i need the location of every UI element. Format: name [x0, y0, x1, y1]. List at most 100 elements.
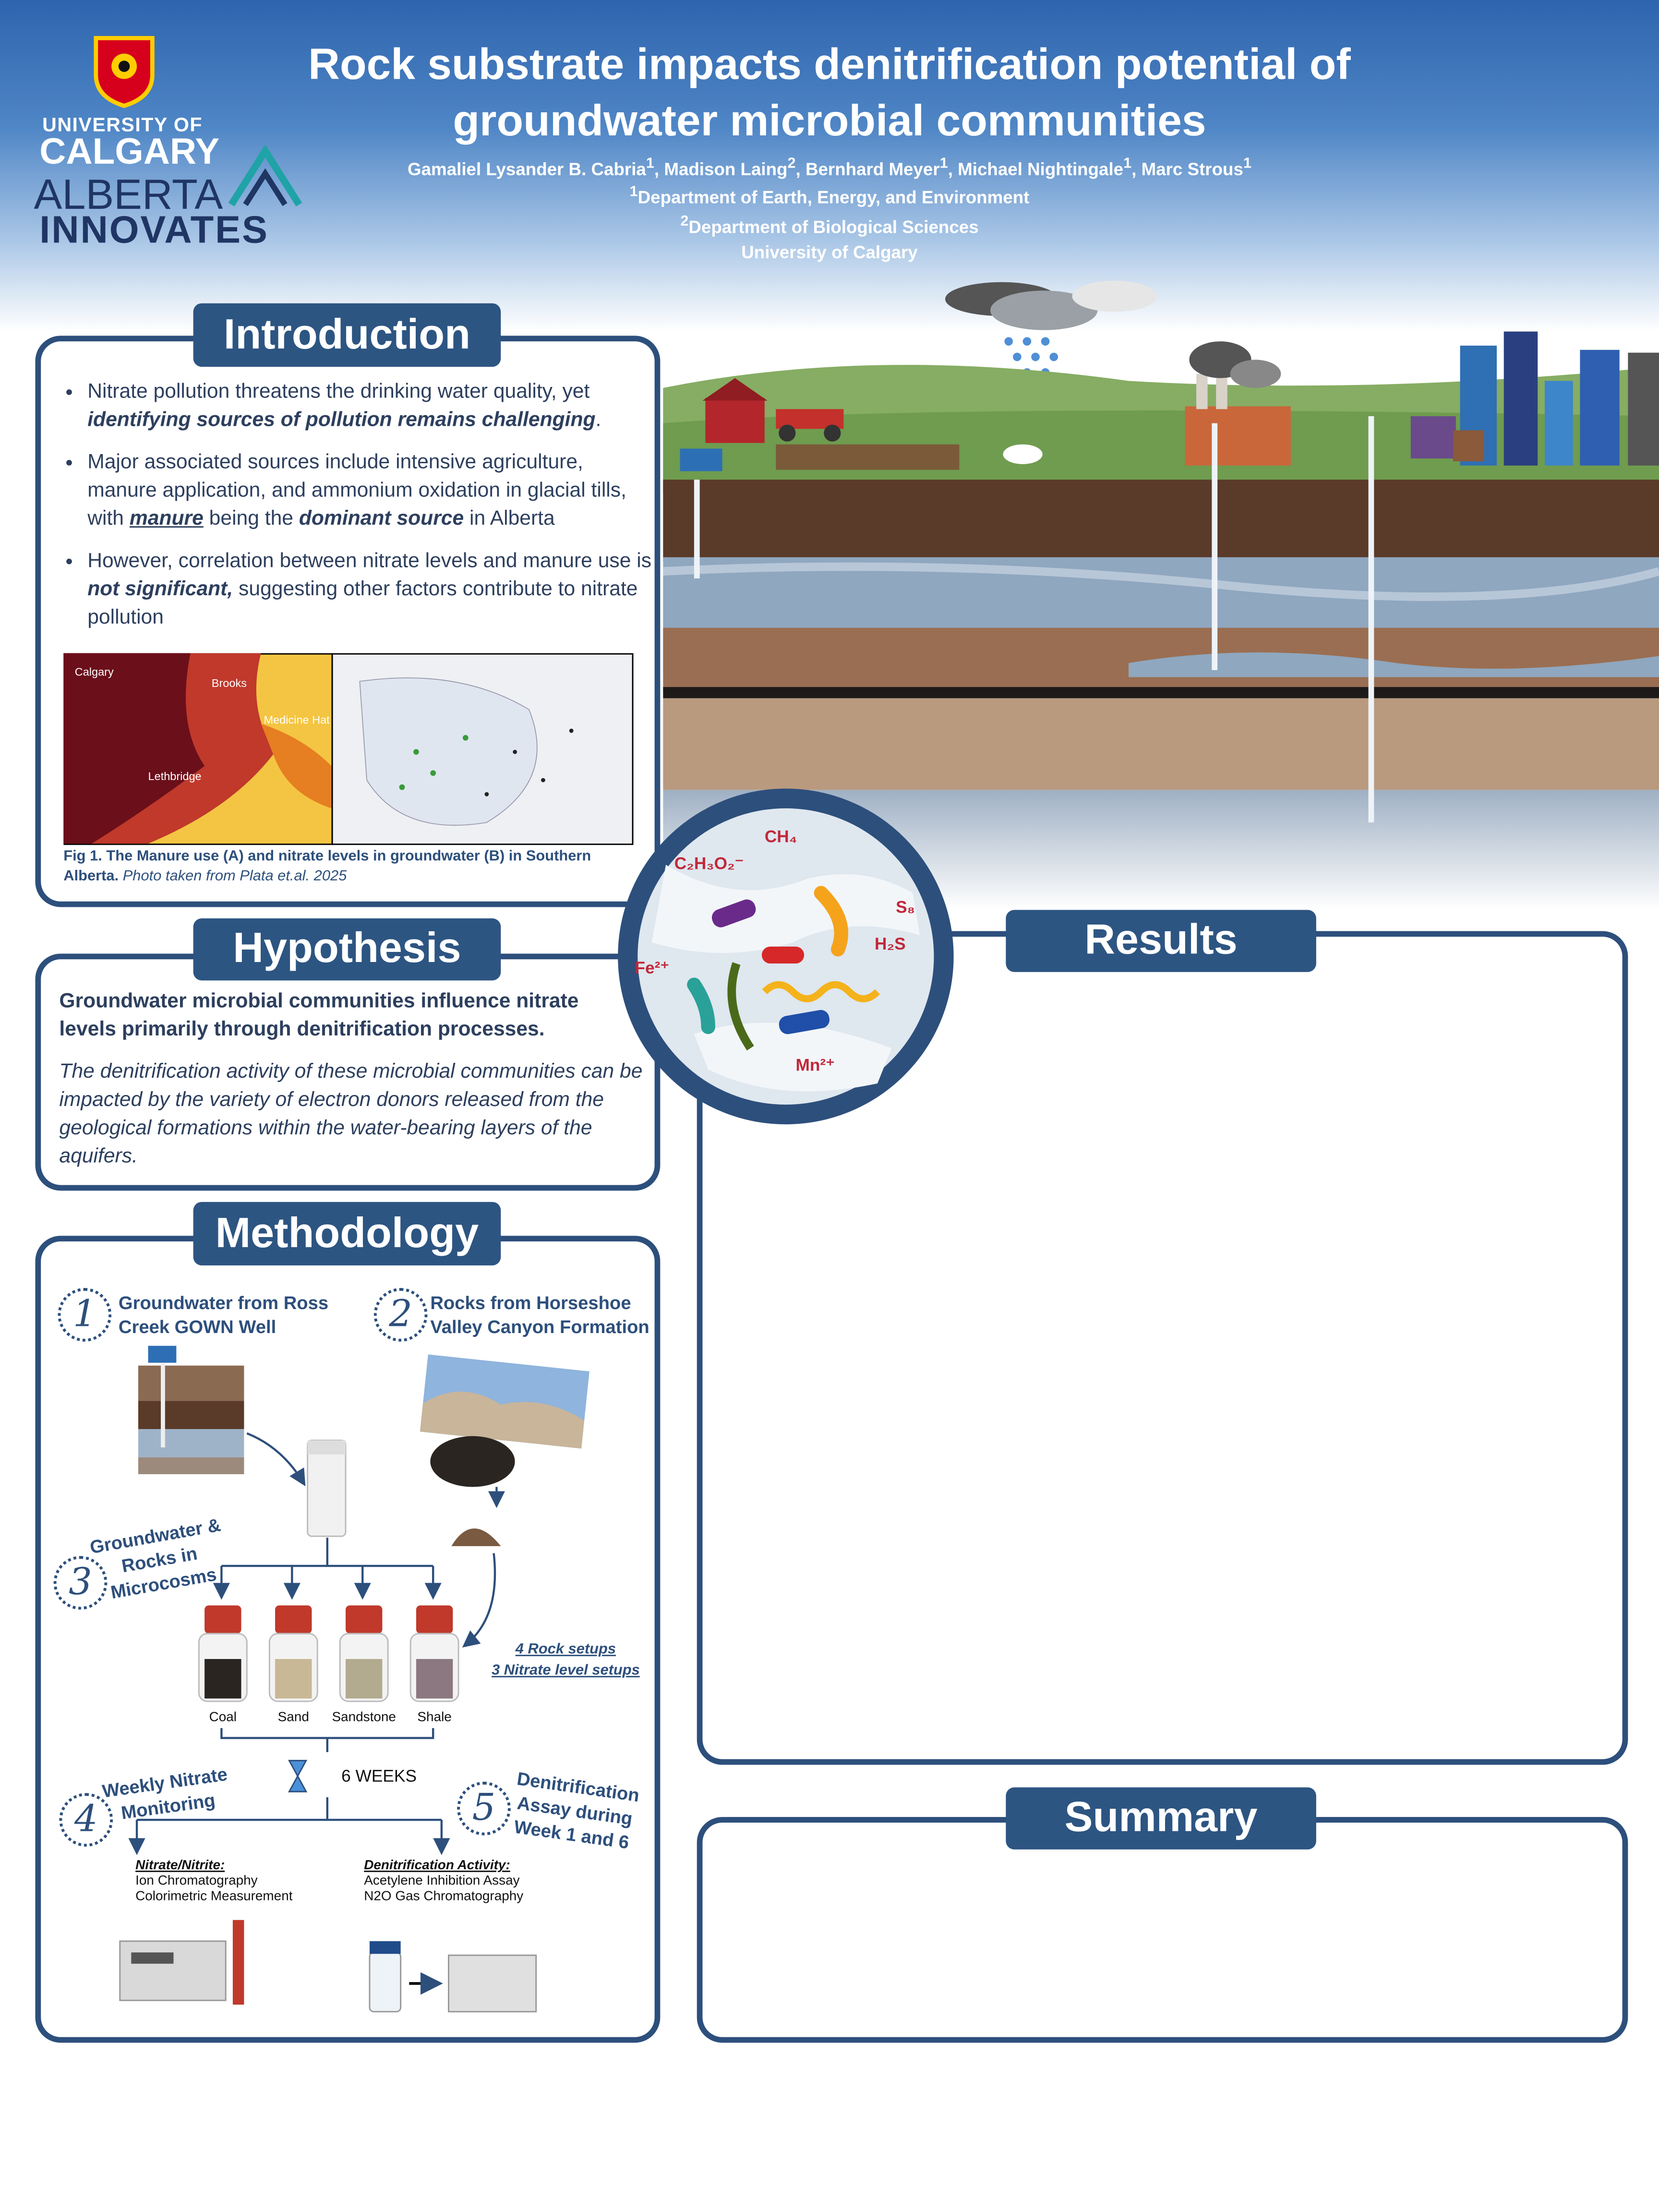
step-number: 1: [58, 1288, 112, 1342]
decoration: [232, 1920, 244, 2005]
affiliation-mark: 1: [1243, 156, 1251, 172]
decoration: [462, 735, 469, 741]
affiliation-mark: 1: [939, 156, 948, 172]
author-name: Gamaliel Lysander B. Cabria: [408, 159, 646, 180]
rock-label: Coal: [209, 1709, 237, 1726]
affiliation-name: Department of Biological Sciences: [688, 217, 979, 238]
author-name: Marc Strous: [1141, 159, 1243, 180]
university-crest: [94, 36, 155, 108]
decoration: [1544, 381, 1573, 466]
setup-note: 3 Nitrate level setups: [492, 1661, 640, 1679]
author-list: Gamaliel Lysander B. Cabria 1, Madison La…: [282, 156, 1377, 179]
decoration: [420, 1354, 589, 1449]
partner-logo-mark: [228, 145, 302, 207]
decoration: [1185, 406, 1291, 466]
analysis-heading: Denitrification Activity:: [364, 1858, 510, 1874]
text: However, correlation between nitrate lev…: [87, 550, 652, 573]
decoration: [416, 1659, 453, 1699]
logo-text: CALGARY: [39, 130, 220, 172]
map-label: Calgary: [75, 666, 114, 678]
bullet: Nitrate pollution threatens the drinking…: [87, 378, 654, 435]
analysis: Denitrification Activity: Acetylene Inhi…: [364, 1858, 604, 1904]
decoration: [131, 1952, 174, 1964]
analysis: Nitrate/Nitrite: Ion Chromatography Colo…: [135, 1858, 361, 1904]
section-title: Methodology: [193, 1202, 501, 1266]
emphasis: not significant,: [87, 578, 233, 601]
decoration: [1013, 352, 1022, 361]
map-label: Brooks: [212, 677, 247, 689]
hypothesis-statement: Groundwater microbial communities influe…: [59, 990, 579, 1041]
setup-notes: 4 Rock setups 3 Nitrate level setups: [480, 1639, 652, 1682]
map-label: Medicine Hat: [264, 714, 330, 726]
decoration: [246, 1432, 306, 1487]
analysis-method: Acetylene Inhibition Assay: [364, 1873, 520, 1889]
decoration: [762, 981, 880, 1002]
affiliation: 1Department of Earth, Energy, and Enviro…: [353, 180, 1307, 210]
decoration: [359, 677, 538, 826]
decoration: [1004, 337, 1013, 346]
aquifer-illustration: [663, 280, 1659, 910]
decoration: [462, 1553, 496, 1648]
poster-title: Rock substrate impacts denitrification p…: [308, 39, 1351, 145]
decoration: [128, 1820, 450, 1855]
map-label: Lethbridge: [148, 770, 202, 782]
decoration: [687, 977, 715, 1034]
decoration: [663, 698, 1659, 790]
step-number: 5: [457, 1781, 511, 1836]
decoration: [776, 444, 960, 470]
decoration: [1368, 416, 1374, 823]
emphasis: manure: [129, 507, 204, 530]
methodology-diagram: [119, 1346, 589, 2013]
analysis-method: N2O Gas Chromatography: [364, 1889, 524, 1905]
setup-note: 4 Rock setups: [515, 1640, 616, 1658]
section-title: Results: [1006, 910, 1316, 972]
decoration: [680, 448, 722, 471]
section-title: Introduction: [193, 303, 501, 367]
bullet: Major associated sources include intensi…: [87, 449, 654, 533]
affiliation-mark: 2: [680, 215, 689, 230]
text: Major associated sources include intensi…: [87, 451, 626, 530]
chemical-label: C₂H₃O₂⁻: [674, 854, 744, 873]
author-name: Bernhard Meyer: [805, 159, 940, 180]
decoration: [346, 1605, 383, 1634]
decoration: [1503, 331, 1538, 466]
step-number: 2: [373, 1288, 428, 1342]
decoration: [484, 728, 574, 796]
microbe-diagram: C₂H₃O₂⁻ CH₄ S₈ H₂S Fe²⁺ Mn²⁺: [618, 788, 954, 1125]
logo-text: INNOVATES: [39, 208, 269, 252]
decoration: [307, 1440, 346, 1455]
decoration: [663, 562, 1659, 601]
separator: ,: [654, 159, 664, 180]
decoration: [228, 145, 302, 207]
decoration: [138, 1401, 244, 1429]
step-text: Groundwater from Ross Creek GOWN Well: [118, 1292, 329, 1337]
decoration: [1580, 349, 1620, 466]
decoration: [346, 1659, 383, 1699]
separator: ,: [1131, 159, 1142, 180]
chemical-label: CH₄: [765, 827, 797, 846]
decoration: [243, 168, 288, 206]
decoration: [451, 1528, 501, 1546]
decoration: [119, 1940, 227, 2001]
decoration: [213, 1566, 442, 1600]
decoration: [221, 1538, 433, 1567]
decoration: [137, 1797, 442, 1821]
author-name: Madison Laing: [664, 159, 788, 180]
decoration: [420, 1392, 585, 1449]
step-number: 3: [53, 1556, 108, 1610]
separator: ,: [795, 159, 805, 180]
decoration: [814, 886, 848, 957]
affiliation-list: 1Department of Earth, Energy, and Enviro…: [353, 180, 1307, 265]
hypothesis-detail: The denitrification activity of these mi…: [59, 1060, 643, 1168]
separator: ,: [948, 159, 958, 180]
decoration: [448, 1954, 537, 2013]
decoration: [204, 1659, 241, 1699]
decoration: [161, 1362, 165, 1448]
emphasis: identifying sources of pollution remains…: [87, 409, 596, 432]
affiliation-mark: 1: [1123, 156, 1132, 172]
decoration: [220, 1728, 434, 1752]
institution: University of Calgary: [741, 243, 918, 263]
decoration: [513, 749, 517, 754]
